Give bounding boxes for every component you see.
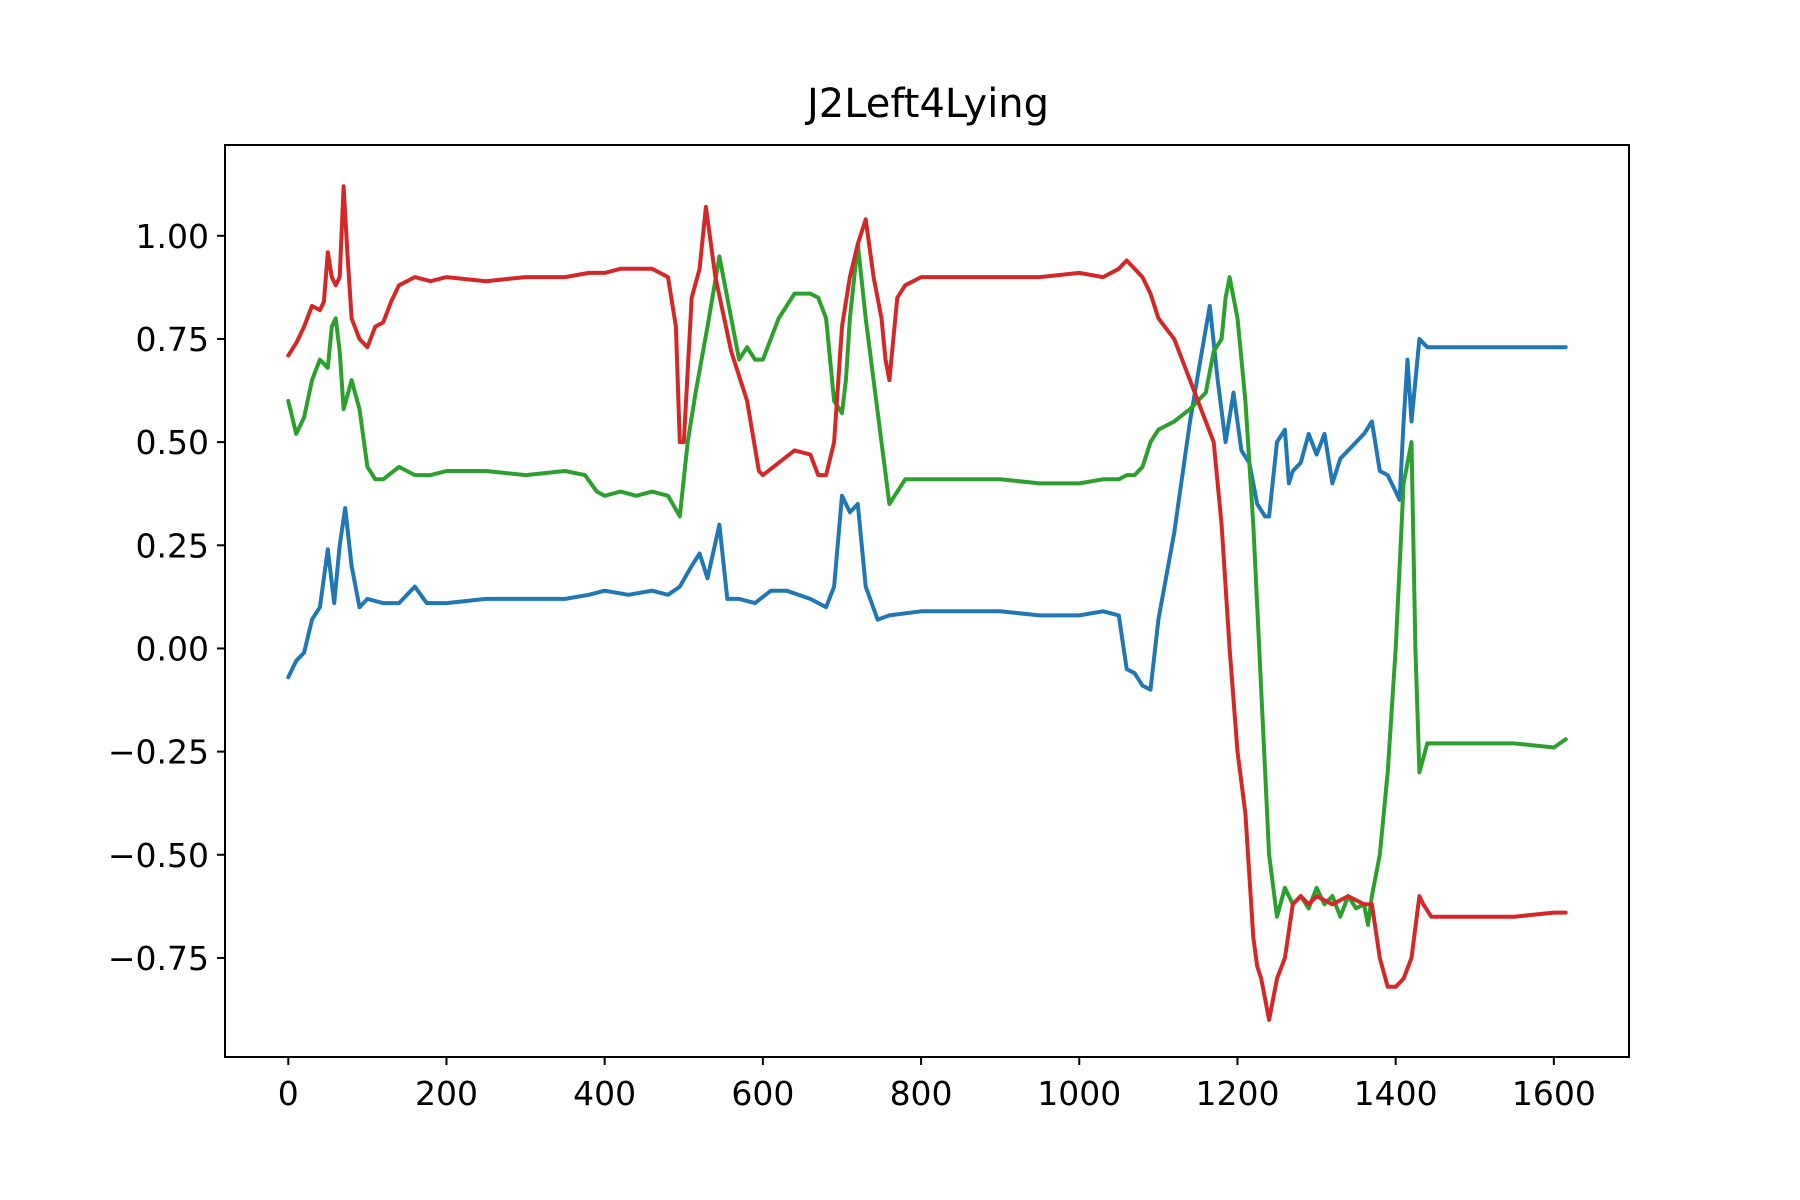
y-tick-label: −0.25 (108, 733, 209, 772)
x-axis: 0 200 400 600 800 1000 1200 1400 1600 (278, 1057, 1596, 1113)
y-tick-label: −0.50 (108, 836, 209, 875)
x-tick-label: 1200 (1195, 1074, 1279, 1113)
y-tick-label: 0.75 (136, 320, 209, 359)
x-tick-label: 1000 (1037, 1074, 1121, 1113)
x-tick-label: 200 (415, 1074, 478, 1113)
y-tick-label: 0.00 (136, 629, 209, 668)
series-line-3 (286, 184, 1568, 1022)
y-tick-label: −0.75 (108, 939, 209, 978)
chart-title: J2Left4Lying (804, 81, 1049, 127)
x-tick-label: 800 (890, 1074, 953, 1113)
series-layer (286, 184, 1568, 1022)
series-line-2 (286, 242, 1568, 927)
x-tick-label: 600 (731, 1074, 794, 1113)
x-tick-label: 0 (278, 1074, 299, 1113)
x-tick-label: 400 (573, 1074, 636, 1113)
y-axis: 1.00 0.75 0.50 0.25 0.00 −0.25 −0.50 −0.75 (108, 217, 225, 978)
x-tick-label: 1400 (1354, 1074, 1438, 1113)
series-line-1 (286, 303, 1568, 692)
y-tick-label: 0.25 (136, 526, 209, 565)
plot-frame (224, 144, 1630, 1058)
x-tick-label: 1600 (1512, 1074, 1596, 1113)
y-tick-label: 0.50 (136, 423, 209, 462)
y-tick-label: 1.00 (136, 217, 209, 256)
